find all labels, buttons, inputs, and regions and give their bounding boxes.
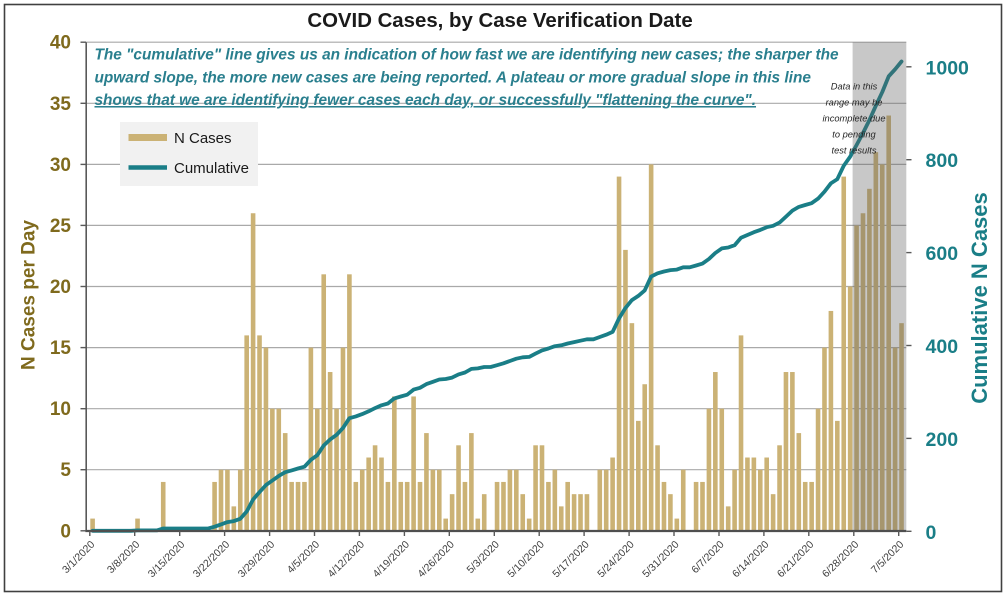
svg-text:40: 40 [50,33,71,54]
svg-text:test results: test results [832,146,877,156]
svg-text:10: 10 [50,399,71,420]
svg-text:0: 0 [926,522,937,544]
svg-text:5: 5 [60,460,71,481]
svg-text:30: 30 [50,155,71,176]
svg-text:to pending: to pending [832,130,876,140]
svg-text:N Cases: N Cases [174,130,232,147]
svg-text:15: 15 [50,338,72,359]
svg-text:20: 20 [50,277,71,298]
svg-text:Cumulative: Cumulative [174,160,249,177]
svg-text:incomplete due: incomplete due [822,114,885,124]
svg-text:200: 200 [926,429,959,451]
svg-text:1000: 1000 [926,57,970,79]
svg-text:COVID Cases, by Case Verificat: COVID Cases, by Case Verification Date [307,10,692,32]
svg-text:0: 0 [60,521,71,542]
svg-text:N Cases per Day: N Cases per Day [19,220,40,370]
svg-text:shows that we are identifying: shows that we are identifying fewer case… [95,92,757,109]
svg-text:800: 800 [926,150,959,172]
svg-text:The "cumulative" line gives u: The "cumulative" line gives us an indica… [95,47,840,64]
svg-text:400: 400 [926,336,959,358]
svg-text:upward slope, the more new cas: upward slope, the more new cases are bei… [95,69,812,86]
svg-text:600: 600 [926,243,959,265]
svg-text:Cumulative N Cases: Cumulative N Cases [967,192,992,404]
svg-text:range may be: range may be [826,98,883,108]
svg-text:35: 35 [50,94,72,115]
svg-text:25: 25 [50,216,72,237]
svg-text:Data in this: Data in this [831,82,878,92]
